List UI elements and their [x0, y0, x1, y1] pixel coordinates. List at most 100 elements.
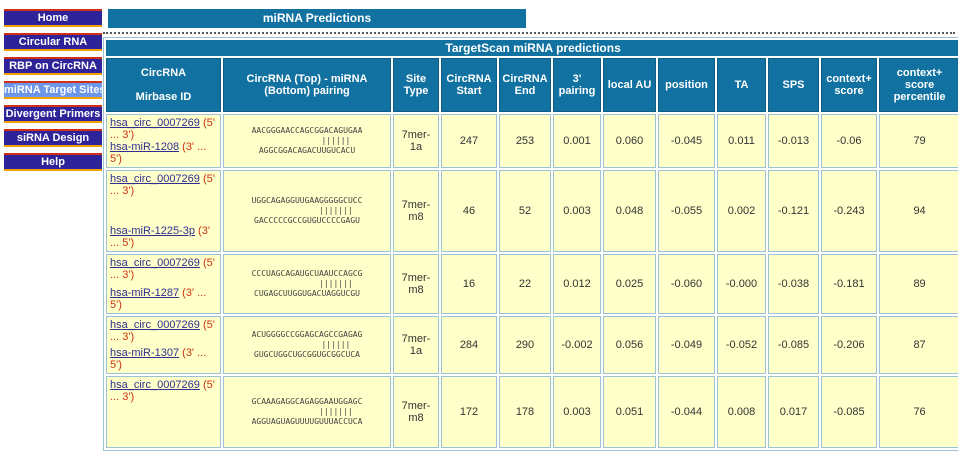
pairing-top-sequence: ACUGGGGCCGGAGCAGCCGAGAG	[251, 330, 363, 339]
circrna-orientation: (5' ... 3')	[110, 319, 215, 343]
position-cell: -0.045	[658, 114, 715, 168]
position-cell: -0.049	[658, 316, 715, 374]
table-row: hsa_circ_0007269 (5' ... 3') hsa-miR-130…	[106, 316, 958, 374]
3p-pairing-cell: 0.001	[553, 114, 601, 168]
sidebar-item-help[interactable]: Help	[4, 153, 102, 171]
circrna-end-cell: 253	[499, 114, 551, 168]
pairing-bottom-sequence: AGGUAGUAGUUUUGUUUACCUCA	[251, 417, 363, 426]
table-row: hsa_circ_0007269 (5' ... 3') hsa-miR-120…	[106, 114, 958, 168]
mirna-id-link[interactable]: hsa-miR-1307	[110, 347, 180, 359]
local-au-cell: 0.048	[603, 170, 656, 252]
table-row: hsa_circ_0007269 (5' ... 3') GCAAAGAGGCA…	[106, 376, 958, 448]
site-type-cell: 7mer-m8	[393, 376, 439, 448]
pairing-cell: CCCUAGCAGAUGCUAAUCCAGCG ||||||| CUGAGCUU…	[223, 254, 391, 314]
pairing-bars: ||||||	[263, 136, 351, 145]
pairing-bars: ||||||	[263, 340, 351, 349]
3p-pairing-cell: 0.012	[553, 254, 601, 314]
pairing-bars: |||||||	[261, 279, 353, 288]
sidebar-item-sirna-design[interactable]: siRNA Design	[4, 129, 102, 147]
3p-pairing-cell: 0.003	[553, 170, 601, 252]
context-score-percentile-cell: 89	[879, 254, 958, 314]
circrna-end-cell: 178	[499, 376, 551, 448]
table-row: hsa_circ_0007269 (5' ... 3') hsa-miR-128…	[106, 254, 958, 314]
mirna-id-link[interactable]: hsa-miR-1287	[110, 287, 180, 299]
circrna-id-link[interactable]: hsa_circ_0007269	[110, 117, 200, 129]
context-score-cell: -0.085	[821, 376, 877, 448]
pairing-cell: ACUGGGGCCGGAGCAGCCGAGAG |||||| GUGCUGGCU…	[223, 316, 391, 374]
col-header-pairing: CircRNA (Top) - miRNA (Bottom) pairing	[223, 58, 391, 112]
context-score-cell: -0.181	[821, 254, 877, 314]
circrna-mirbase-cell: hsa_circ_0007269 (5' ... 3') hsa-miR-120…	[106, 114, 221, 168]
circrna-start-cell: 16	[441, 254, 497, 314]
circrna-start-cell: 247	[441, 114, 497, 168]
circrna-id-link[interactable]: hsa_circ_0007269	[110, 319, 200, 331]
col-header-circrna-start: CircRNA Start	[441, 58, 497, 112]
ta-cell: 0.002	[717, 170, 766, 252]
context-score-percentile-cell: 94	[879, 170, 958, 252]
site-type-cell: 7mer-1a	[393, 316, 439, 374]
position-cell: -0.044	[658, 376, 715, 448]
position-cell: -0.055	[658, 170, 715, 252]
circrna-orientation: (5' ... 3')	[110, 257, 215, 281]
3p-pairing-cell: 0.003	[553, 376, 601, 448]
pairing-bottom-sequence: AGGCGGACAGACUUGUCACU	[258, 146, 356, 155]
mirna-id-link[interactable]: hsa-miR-1225-3p	[110, 225, 195, 237]
page-title: miRNA Predictions	[108, 9, 526, 28]
sidebar-item-rbp-on-circrna[interactable]: RBP on CircRNA	[4, 57, 102, 75]
col-header-circrna-mirbase-id: CircRNA Mirbase ID	[106, 58, 221, 112]
col-header-position: position	[658, 58, 715, 112]
mirna-orientation: (3' ... 5')	[110, 347, 207, 371]
circrna-mirbase-cell: hsa_circ_0007269 (5' ... 3') hsa-miR-128…	[106, 254, 221, 314]
sidebar-item-circular-rna[interactable]: Circular RNA	[4, 33, 102, 51]
table-row: hsa_circ_0007269 (5' ... 3') hsa-miR-122…	[106, 170, 958, 252]
circrna-orientation: (5' ... 3')	[110, 117, 215, 141]
local-au-cell: 0.025	[603, 254, 656, 314]
circrna-id-link[interactable]: hsa_circ_0007269	[110, 173, 200, 185]
pairing-bottom-sequence: CUGAGCUUGGUGACUAGGUCGU	[254, 289, 360, 298]
col-header-3p-pairing: 3' pairing	[553, 58, 601, 112]
table-title: TargetScan miRNA predictions	[106, 40, 958, 56]
local-au-cell: 0.051	[603, 376, 656, 448]
sps-cell: -0.085	[768, 316, 819, 374]
sidebar-item-divergent-primers[interactable]: Divergent Primers	[4, 105, 102, 123]
sps-cell: -0.121	[768, 170, 819, 252]
sidebar-item-mirna-target-sites[interactable]: miRNA Target Sites	[4, 81, 102, 99]
column-header-row: CircRNA Mirbase ID CircRNA (Top) - miRNA…	[106, 58, 958, 112]
col-header-circrna-end: CircRNA End	[499, 58, 551, 112]
mirna-orientation: (3' ... 5')	[110, 225, 210, 249]
circrna-id-link[interactable]: hsa_circ_0007269	[110, 257, 200, 269]
site-type-cell: 7mer-m8	[393, 254, 439, 314]
ta-cell: -0.000	[717, 254, 766, 314]
circrna-id-link[interactable]: hsa_circ_0007269	[110, 379, 200, 391]
dotted-separator	[103, 32, 955, 34]
sidebar-item-home[interactable]: Home	[4, 9, 102, 27]
col-header-context-score-percentile: context+ score percentile	[879, 58, 958, 112]
pairing-top-sequence: GCAAAGAGGCAGAGGAAUGGAGC	[251, 397, 363, 406]
pairing-cell: AACGGGAACCAGCGGACAGUGAA |||||| AGGCGGACA…	[223, 114, 391, 168]
circrna-end-cell: 52	[499, 170, 551, 252]
local-au-cell: 0.056	[603, 316, 656, 374]
pairing-cell: UGGCAGAGGUUGAAGGGGGCUCC ||||||| GACCCCCG…	[223, 170, 391, 252]
local-au-cell: 0.060	[603, 114, 656, 168]
ta-cell: -0.052	[717, 316, 766, 374]
ta-cell: 0.011	[717, 114, 766, 168]
sps-cell: -0.038	[768, 254, 819, 314]
ta-cell: 0.008	[717, 376, 766, 448]
mirna-id-link[interactable]: hsa-miR-1208	[110, 141, 180, 153]
circrna-mirbase-cell: hsa_circ_0007269 (5' ... 3')	[106, 376, 221, 448]
context-score-percentile-cell: 79	[879, 114, 958, 168]
mirna-orientation: (3' ... 5')	[110, 287, 207, 311]
site-type-cell: 7mer-1a	[393, 114, 439, 168]
context-score-cell: -0.06	[821, 114, 877, 168]
col-header-local-au: local AU	[603, 58, 656, 112]
sps-cell: -0.013	[768, 114, 819, 168]
col-header-ta: TA	[717, 58, 766, 112]
context-score-cell: -0.206	[821, 316, 877, 374]
pairing-bars: |||||||	[261, 206, 353, 215]
predictions-table: TargetScan miRNA predictions CircRNA Mir…	[103, 37, 958, 451]
col-header-sps: SPS	[768, 58, 819, 112]
circrna-mirbase-cell: hsa_circ_0007269 (5' ... 3') hsa-miR-130…	[106, 316, 221, 374]
pairing-top-sequence: AACGGGAACCAGCGGACAGUGAA	[251, 126, 363, 135]
pairing-bottom-sequence: GUGCUGGCUGCGGUGCGGCUCA	[254, 350, 360, 359]
pairing-cell: GCAAAGAGGCAGAGGAAUGGAGC ||||||| AGGUAGUA…	[223, 376, 391, 448]
